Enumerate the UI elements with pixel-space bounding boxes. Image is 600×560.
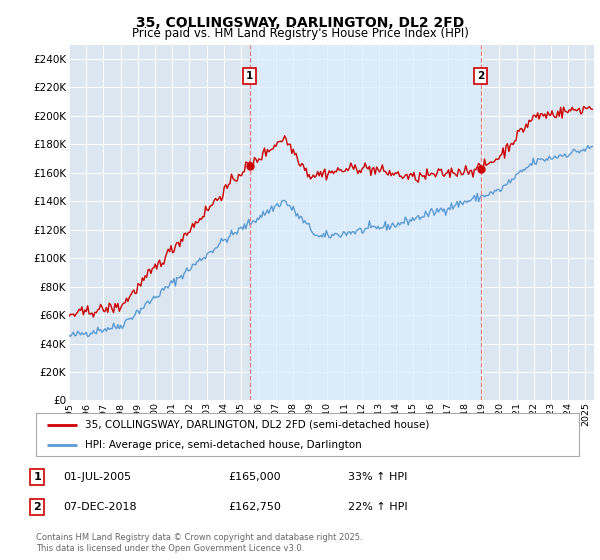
Text: 2: 2 [34,502,41,512]
Text: 22% ↑ HPI: 22% ↑ HPI [348,502,407,512]
Text: HPI: Average price, semi-detached house, Darlington: HPI: Average price, semi-detached house,… [85,441,362,450]
Text: 33% ↑ HPI: 33% ↑ HPI [348,472,407,482]
Text: £162,750: £162,750 [228,502,281,512]
Text: 07-DEC-2018: 07-DEC-2018 [63,502,137,512]
Text: 01-JUL-2005: 01-JUL-2005 [63,472,131,482]
Text: 2: 2 [477,71,484,81]
Text: 1: 1 [34,472,41,482]
Text: 1: 1 [246,71,253,81]
Text: £165,000: £165,000 [228,472,281,482]
Bar [250,45,481,400]
Text: 35, COLLINGSWAY, DARLINGTON, DL2 2FD: 35, COLLINGSWAY, DARLINGTON, DL2 2FD [136,16,464,30]
Text: Contains HM Land Registry data © Crown copyright and database right 2025.
This d: Contains HM Land Registry data © Crown c… [36,533,362,553]
Text: 35, COLLINGSWAY, DARLINGTON, DL2 2FD (semi-detached house): 35, COLLINGSWAY, DARLINGTON, DL2 2FD (se… [85,420,429,430]
Text: Price paid vs. HM Land Registry's House Price Index (HPI): Price paid vs. HM Land Registry's House … [131,27,469,40]
